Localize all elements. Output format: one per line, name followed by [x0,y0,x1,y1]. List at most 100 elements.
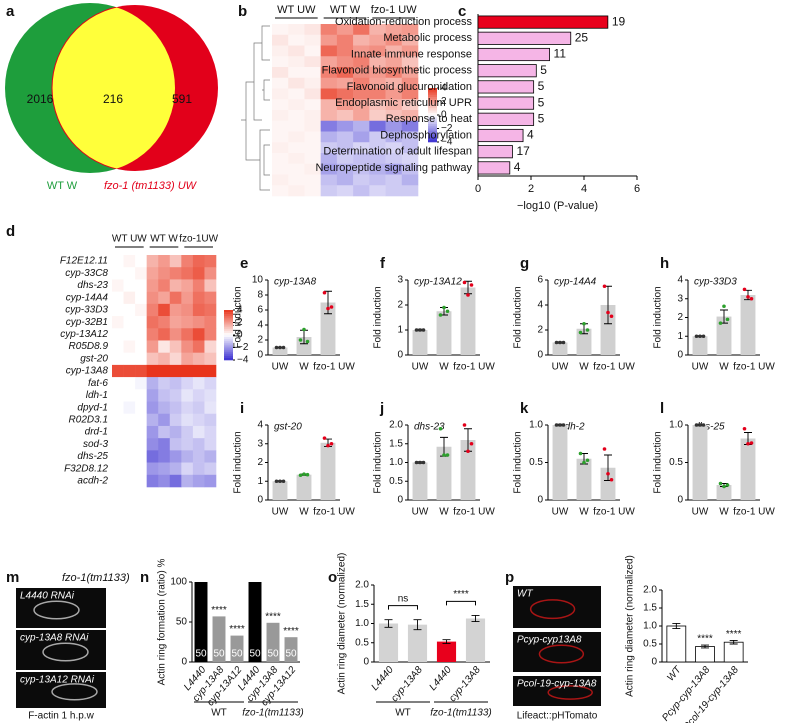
heatmap-cell [192,316,205,329]
colorbar-step [224,314,233,317]
y-tick-label: 1.0 [389,457,403,468]
heatmap-cell [304,99,321,111]
y-axis-label: Actin ring formation (ratio) % [157,559,168,686]
data-point [578,451,583,456]
x-tick-label: UW [272,362,289,373]
colorbar-step [428,88,437,91]
panel-letter: i [240,400,244,417]
bar [477,128,524,143]
panel-letter: h [660,255,669,272]
heatmap-cell [135,267,147,280]
heatmap-cell [158,450,171,463]
x-tick-label: UW [412,362,429,373]
bar [716,316,732,355]
heatmap-cell [272,131,289,143]
bar [460,440,476,500]
heatmap-cell [181,401,194,415]
micrograph [513,586,601,628]
heatmap-cell [204,450,217,463]
heatmap-cell [369,163,386,175]
error-bar [384,619,393,628]
colorbar-step [428,130,437,134]
row-label: F12E12.11 [60,256,108,267]
row-label: fat-6 [88,378,108,389]
colorbar-step [428,124,437,127]
data-point [722,484,726,489]
y-axis-label: Fold induction [653,286,664,348]
heatmap-cell [135,438,147,451]
bracket-label: ns [398,593,409,604]
x-tick-label: WT [665,664,684,684]
heatmap-cell [135,425,147,439]
bar [436,311,452,355]
heatmap-cell [320,45,338,57]
gene-count: 5 [538,95,545,109]
chart-title: dhs-23 [414,422,445,433]
colorbar-tick-label: 2 [441,96,447,107]
bar [692,425,708,500]
y-tick-label: 0.5 [355,637,369,648]
heatmap-cell [385,34,403,46]
y-tick-label: 1.5 [355,599,369,610]
heatmap-cell [336,110,354,122]
heatmap-cell [181,377,194,390]
heatmap-cell [304,142,321,154]
heatmap-cell [401,153,419,165]
y-tick-label: 0.5 [389,476,403,487]
heatmap-cell [169,279,182,292]
colorbar-step [428,121,437,125]
heatmap-cell [146,291,159,305]
data-point [438,313,443,317]
heatmap-cell [304,131,321,143]
chart-title: cyp-33D3 [694,277,737,288]
colorbar-tick-label: 0 [237,330,243,341]
heatmap-cell [146,413,159,427]
heatmap-cell [135,303,147,317]
colorbar-tick-label: −4 [237,355,249,366]
heatmap-cell [385,99,403,111]
bar [740,295,756,355]
heatmap-cell [353,131,370,143]
colorbar-step [428,115,437,118]
data-point [469,283,474,287]
heatmap-cell [336,77,354,89]
heatmap-cell [112,328,124,341]
significance: **** [265,611,281,622]
heatmap-cell [158,389,171,402]
data-point [582,321,586,326]
heatmap-cell [204,364,217,378]
y-tick-label: 1 [257,476,263,487]
heatmap-cell [369,120,386,132]
y-tick-label: 4 [537,300,543,311]
category-label: Response to heat [386,113,472,125]
error-bar [413,619,422,631]
venn-count: 216 [103,92,123,106]
bracket-label: **** [453,589,469,600]
heatmap-cell [169,364,182,378]
gene-count: 19 [612,14,626,28]
colorbar-step [428,135,437,138]
data-point [414,328,419,332]
y-tick-label: 0 [257,495,263,506]
heatmap-cell [181,291,194,305]
colorbar-step [428,99,437,102]
category-label: Oxidation-reduction process [335,16,472,28]
panel-letter: l [660,400,664,417]
x-tick-label: W [579,362,589,373]
gene-count: 5 [538,111,545,125]
data-point [554,340,559,345]
x-tick-label: 4 [581,183,587,195]
heatmap-cell [192,291,205,305]
heatmap-cell [336,56,354,68]
row-label: dhs-25 [77,451,108,462]
data-point [609,314,614,319]
heatmap-cell [336,185,354,197]
heatmap-cell [304,45,321,57]
y-tick-label: 0.5 [529,457,543,468]
heatmap-cell [304,56,321,68]
x-tick-label: fzo-1 UW [593,362,635,373]
heatmap-cell [123,340,136,353]
heatmap-cell [146,328,159,341]
bar [465,618,486,662]
bar [194,582,208,662]
